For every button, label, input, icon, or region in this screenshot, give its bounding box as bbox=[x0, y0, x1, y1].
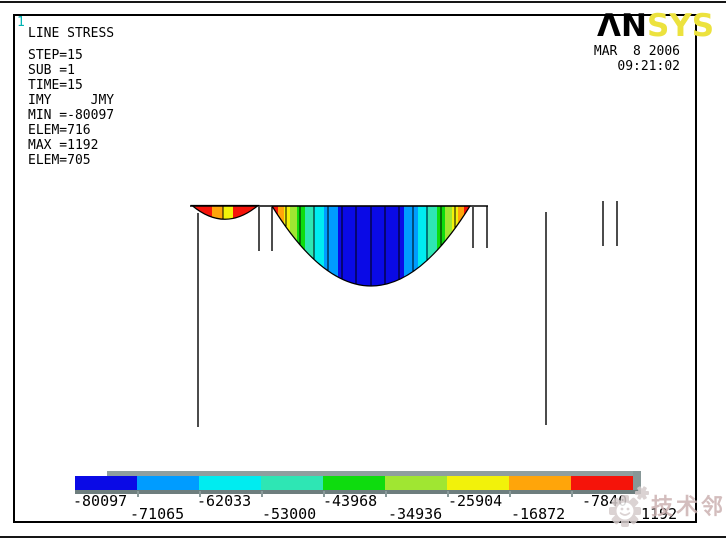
main-span-lobe-bands bbox=[272, 206, 470, 286]
window-number-label: 1 bbox=[17, 15, 25, 30]
info-sub: SUB =1 bbox=[28, 63, 75, 78]
legend-color-seg-9 bbox=[571, 476, 633, 490]
legend-color-seg-8 bbox=[509, 476, 571, 490]
legend-value-label: -53000 bbox=[262, 505, 317, 523]
ansys-logo-an: ΛN bbox=[597, 8, 647, 44]
legend-tick bbox=[137, 491, 139, 497]
legend-color-seg-7 bbox=[447, 476, 509, 490]
date-time-block: MAR 8 2006 09:21:02 bbox=[594, 44, 680, 74]
legend-value-label: -62033 bbox=[197, 492, 252, 510]
legend-tick bbox=[509, 491, 511, 497]
ansys-logo: ΛNSYS bbox=[597, 8, 715, 44]
watermark-text: 技术邻 bbox=[651, 495, 726, 520]
legend-color-seg-6 bbox=[385, 476, 447, 490]
gear-smiley-icon bbox=[609, 486, 649, 527]
screen-top-edge bbox=[0, 1, 726, 3]
legend-color-seg-3 bbox=[199, 476, 261, 490]
legend-tick bbox=[447, 491, 449, 497]
plot-frame-border bbox=[13, 14, 697, 523]
info-item: IMY JMY bbox=[28, 93, 115, 108]
legend-tick bbox=[199, 491, 201, 497]
main-span-lobe-outline bbox=[270, 205, 472, 287]
legend-tick bbox=[261, 491, 263, 497]
legend-value-label: -71065 bbox=[130, 505, 185, 523]
left-span-lobe-bands bbox=[192, 205, 258, 220]
ansys-logo-sys: SYS bbox=[646, 8, 715, 44]
plot-title: LINE STRESS bbox=[28, 26, 115, 41]
info-min: MIN =-80097 bbox=[28, 108, 115, 123]
legend-value-label: -80097 bbox=[73, 492, 128, 510]
legend-value-label: -34936 bbox=[388, 505, 443, 523]
info-time: TIME=15 bbox=[28, 78, 83, 93]
legend-tick bbox=[323, 491, 325, 497]
time-label: 09:21:02 bbox=[617, 59, 680, 74]
screen-bottom-edge bbox=[0, 536, 726, 538]
watermark: 技术邻 bbox=[605, 485, 726, 531]
legend-color-seg-2 bbox=[137, 476, 199, 490]
legend-color-seg-5 bbox=[323, 476, 385, 490]
legend-shadow bbox=[633, 471, 641, 494]
legend-shadow bbox=[75, 490, 641, 494]
legend-color-seg-4 bbox=[261, 476, 323, 490]
info-min-elem: ELEM=716 bbox=[28, 123, 91, 138]
legend-value-label: -25904 bbox=[448, 492, 503, 510]
legend-shadow bbox=[107, 471, 641, 476]
info-max: MAX =1192 bbox=[28, 138, 99, 153]
legend-value-label: -16872 bbox=[511, 505, 566, 523]
legend-tick bbox=[571, 491, 573, 497]
info-step: STEP=15 bbox=[28, 48, 83, 63]
legend-color-seg-1 bbox=[75, 476, 137, 490]
legend-value-label: -43968 bbox=[323, 492, 378, 510]
legend-value-label: 1192 bbox=[641, 505, 678, 523]
column-lines bbox=[197, 201, 618, 427]
info-max-elem: ELEM=705 bbox=[28, 153, 91, 168]
analysis-info-block: LINE STRESS STEP=15 SUB =1 TIME=15 IMY J… bbox=[28, 26, 114, 168]
legend-tick bbox=[385, 491, 387, 497]
date-label: MAR 8 2006 bbox=[593, 44, 680, 59]
